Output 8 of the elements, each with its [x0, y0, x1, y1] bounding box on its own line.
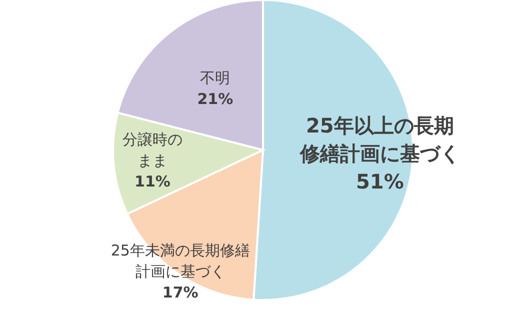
- slice-label: 25年未満の長期修繕計画に基づく: [110, 242, 250, 281]
- slice-label: 分譲時のまま: [122, 130, 182, 170]
- data-label: 21%: [197, 90, 234, 108]
- slice-label: 不明: [200, 68, 230, 87]
- data-label: 17%: [162, 284, 198, 302]
- data-label: 11%: [134, 172, 170, 190]
- slice-label: 25年以上の長期修繕計画に基づく: [298, 114, 460, 166]
- data-label: 51%: [356, 170, 404, 194]
